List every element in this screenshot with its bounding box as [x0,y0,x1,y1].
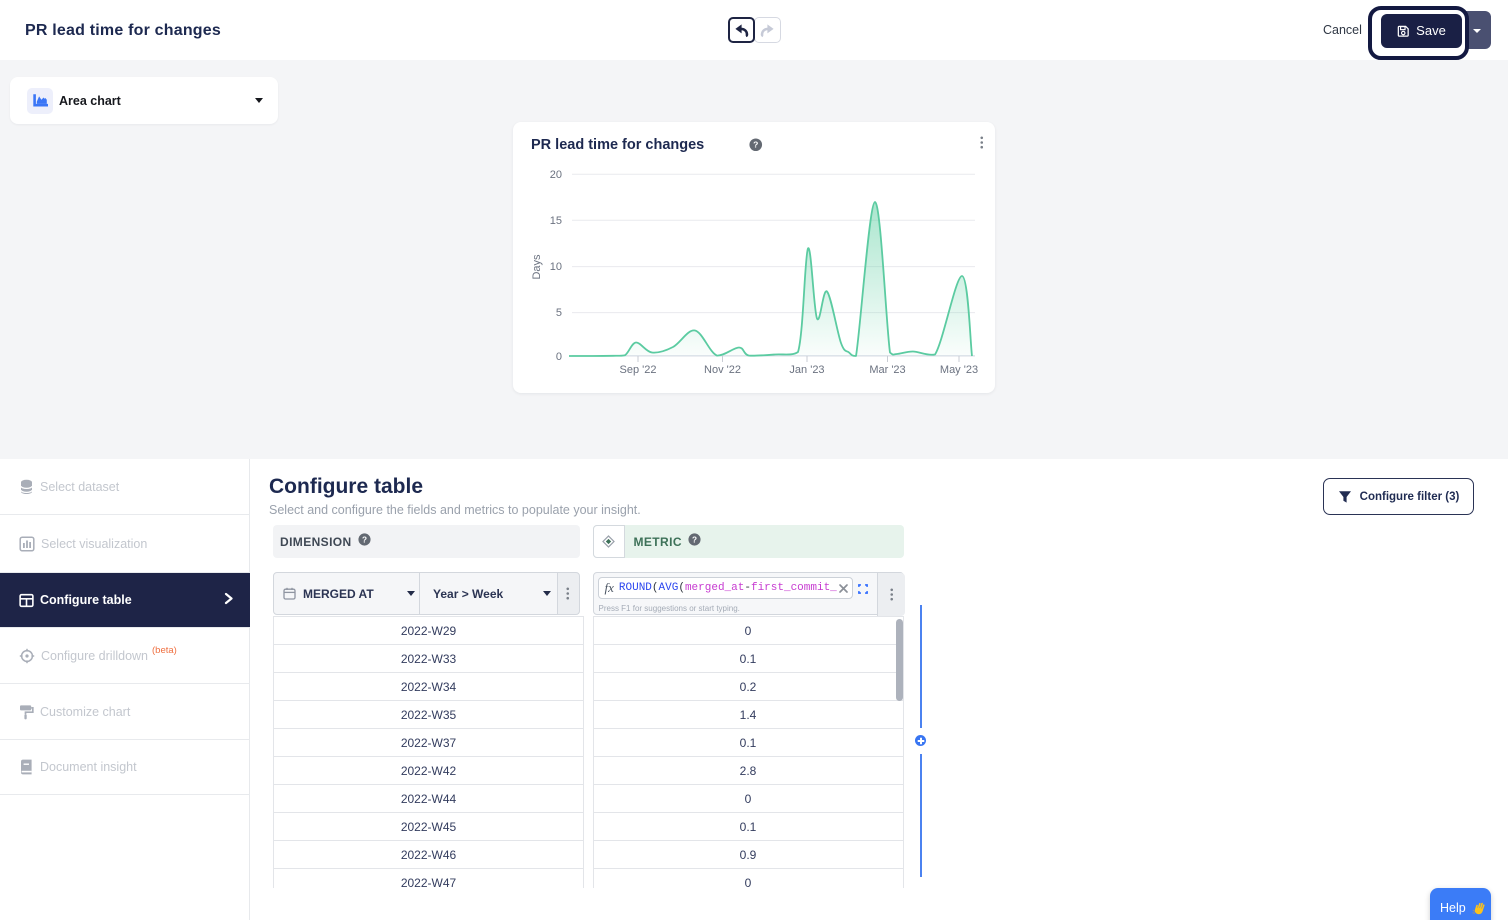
svg-text:0: 0 [556,351,562,363]
svg-text:15: 15 [550,215,562,227]
svg-text:May '23: May '23 [940,364,978,376]
svg-text:Nov '22: Nov '22 [704,364,741,376]
svg-text:Days: Days [531,254,543,280]
svg-text:?: ? [692,535,697,544]
svg-text:Jan '23: Jan '23 [789,364,824,376]
svg-text:?: ? [753,140,758,150]
svg-text:10: 10 [550,261,562,273]
svg-text:20: 20 [550,169,562,181]
svg-text:?: ? [362,535,367,544]
svg-text:Sep '22: Sep '22 [620,364,657,376]
svg-text:5: 5 [556,307,562,319]
svg-text:Mar '23: Mar '23 [869,364,905,376]
